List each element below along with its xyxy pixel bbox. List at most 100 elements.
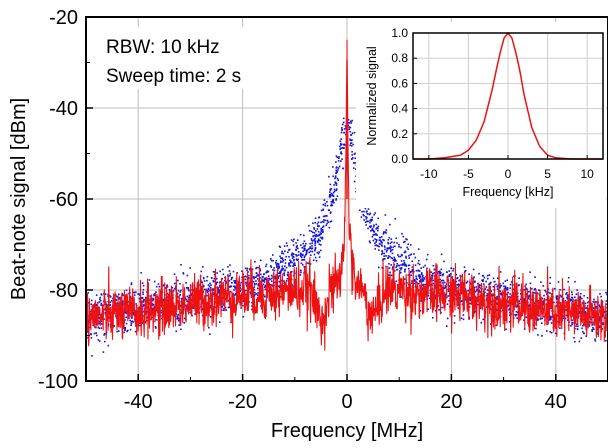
- blue-data-point: [149, 295, 151, 297]
- blue-data-point: [395, 237, 398, 240]
- blue-data-point: [314, 256, 317, 259]
- blue-data-point: [294, 264, 296, 267]
- blue-data-point: [329, 211, 332, 214]
- blue-data-point: [289, 260, 292, 263]
- blue-data-point: [448, 270, 451, 272]
- blue-data-point: [255, 272, 258, 275]
- blue-data-point: [281, 257, 284, 259]
- blue-data-point: [309, 263, 312, 265]
- blue-data-point: [502, 292, 505, 295]
- blue-data-point: [393, 260, 396, 262]
- blue-data-point: [341, 146, 344, 149]
- blue-data-point: [100, 304, 102, 306]
- blue-data-point: [303, 255, 306, 258]
- blue-data-point: [157, 283, 160, 285]
- blue-data-point: [528, 294, 531, 297]
- blue-data-point: [132, 321, 135, 323]
- blue-data-point: [426, 253, 429, 256]
- blue-data-point: [279, 260, 282, 262]
- blue-data-point: [115, 294, 117, 296]
- blue-data-point: [519, 298, 522, 301]
- blue-data-point: [100, 327, 103, 329]
- blue-data-point: [293, 263, 295, 265]
- blue-data-point: [400, 246, 402, 249]
- blue-data-point: [294, 278, 296, 281]
- blue-data-point: [295, 246, 298, 249]
- blue-data-point: [404, 270, 406, 273]
- blue-data-point: [532, 294, 534, 296]
- blue-data-point: [396, 268, 399, 271]
- blue-data-point: [335, 155, 338, 157]
- blue-data-point: [439, 278, 441, 281]
- blue-data-point: [364, 221, 367, 224]
- blue-data-point: [304, 244, 306, 247]
- blue-data-point: [305, 252, 308, 254]
- blue-data-point: [314, 217, 317, 220]
- blue-data-point: [460, 317, 463, 320]
- blue-data-point: [320, 221, 322, 224]
- blue-data-point: [496, 288, 499, 290]
- blue-data-point: [485, 306, 488, 308]
- blue-data-point: [554, 332, 557, 335]
- blue-data-point: [297, 258, 300, 261]
- blue-data-point: [404, 240, 406, 243]
- blue-data-point: [411, 269, 414, 271]
- blue-data-point: [287, 271, 289, 274]
- blue-data-point: [309, 246, 311, 248]
- blue-data-point: [380, 236, 383, 238]
- blue-data-point: [515, 299, 518, 302]
- blue-data-point: [335, 169, 338, 172]
- blue-data-point: [111, 297, 114, 300]
- blue-data-point: [263, 279, 266, 282]
- blue-data-point: [408, 257, 410, 259]
- blue-data-point: [320, 209, 323, 212]
- blue-data-point: [570, 298, 573, 301]
- blue-data-point: [145, 297, 147, 300]
- blue-data-point: [98, 340, 101, 342]
- blue-data-point: [303, 249, 306, 251]
- blue-data-point: [255, 293, 258, 295]
- blue-data-point: [583, 323, 585, 326]
- blue-data-point: [314, 240, 316, 242]
- blue-data-point: [513, 288, 515, 291]
- blue-data-point: [308, 229, 311, 232]
- blue-data-point: [393, 241, 396, 244]
- blue-data-point: [116, 295, 118, 298]
- blue-data-point: [87, 291, 90, 294]
- blue-data-point: [328, 226, 331, 229]
- blue-data-point: [229, 274, 231, 277]
- blue-data-point: [387, 238, 390, 241]
- blue-data-point: [262, 283, 265, 286]
- blue-data-point: [508, 309, 510, 311]
- blue-data-point: [371, 219, 374, 221]
- blue-data-point: [397, 255, 400, 258]
- blue-data-point: [209, 306, 212, 309]
- blue-data-point: [390, 241, 393, 243]
- blue-data-point: [249, 269, 251, 271]
- blue-data-point: [317, 221, 320, 224]
- blue-data-point: [203, 285, 205, 287]
- blue-data-point: [257, 273, 259, 276]
- blue-data-point: [528, 305, 530, 308]
- blue-data-point: [541, 317, 543, 320]
- blue-data-point: [606, 303, 608, 306]
- blue-data-point: [351, 154, 353, 156]
- blue-data-point: [442, 279, 445, 282]
- blue-data-point: [475, 289, 478, 292]
- blue-data-point: [296, 239, 299, 241]
- blue-data-point: [385, 265, 387, 268]
- blue-data-point: [315, 233, 318, 236]
- blue-data-point: [359, 209, 361, 212]
- blue-data-point: [396, 242, 398, 244]
- blue-data-point: [507, 291, 509, 294]
- blue-data-point: [334, 181, 337, 184]
- blue-data-point: [160, 317, 163, 320]
- blue-data-point: [267, 275, 270, 277]
- blue-data-point: [86, 331, 89, 333]
- blue-data-point: [371, 229, 374, 231]
- blue-data-point: [581, 302, 584, 305]
- blue-data-point: [591, 330, 594, 333]
- main-plot: -40 -20 0 20 40-100-80-60-40-20 Frequency [M…: [8, 7, 608, 442]
- blue-data-point: [291, 252, 294, 255]
- blue-data-point: [255, 280, 257, 282]
